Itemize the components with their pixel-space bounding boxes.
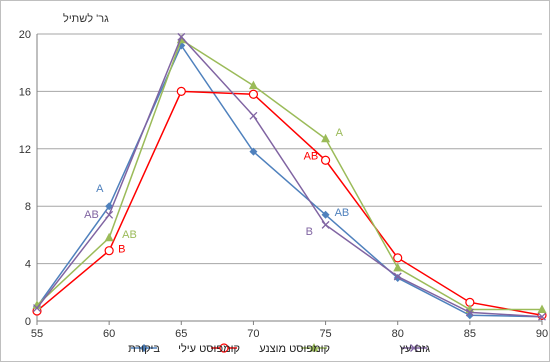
annotation-layer: A AB AB B A AB AB B xyxy=(84,127,349,256)
data-point-series-2 xyxy=(321,133,331,143)
legend: ביקורת קומפוסט עילי קומפוסט מוצנע גזם עץ xyxy=(128,342,430,355)
significance-label: A xyxy=(96,183,104,195)
data-point-series-2 xyxy=(393,262,403,272)
y-tick-label: 4 xyxy=(25,259,31,271)
y-tick-label: 0 xyxy=(25,316,31,328)
legend-label: גזם עץ xyxy=(400,343,431,355)
marker-stroke xyxy=(410,344,418,352)
marker-stroke xyxy=(177,32,186,41)
x-tick-label: 65 xyxy=(175,328,187,340)
marker-stroke xyxy=(321,220,330,229)
data-point-series-3 xyxy=(249,111,258,120)
significance-label: B xyxy=(118,244,125,256)
x-tick-label: 70 xyxy=(247,328,259,340)
legend-marker xyxy=(219,343,229,353)
grid-layer xyxy=(37,33,542,322)
data-point-series-1 xyxy=(176,86,186,97)
marker-stroke xyxy=(465,308,474,317)
data-point-series-3 xyxy=(465,308,474,317)
legend-label: קומפוסט מוצנע xyxy=(259,343,330,355)
significance-label: AB xyxy=(84,209,99,221)
marker-stroke xyxy=(393,272,402,281)
data-point-series-2 xyxy=(248,80,258,90)
legend-label: ביקורת xyxy=(128,343,160,355)
legend-marker xyxy=(410,344,418,352)
series-line-2 xyxy=(36,38,542,311)
marker-stroke xyxy=(538,312,546,321)
data-point-series-1 xyxy=(104,246,114,256)
legend-item: ביקורת xyxy=(128,343,160,355)
significance-label: AB xyxy=(304,150,319,162)
significance-label: AB xyxy=(122,229,137,241)
x-tick-label: 75 xyxy=(319,328,331,340)
significance-label: AB xyxy=(335,207,350,219)
y-tick-label: 20 xyxy=(19,29,31,41)
legend-item: קומפוסט מוצנע xyxy=(259,343,330,355)
y-tick-label: 16 xyxy=(19,86,31,98)
y-tick-label: 12 xyxy=(19,144,31,156)
legend-marker xyxy=(140,344,148,352)
data-point-series-1 xyxy=(320,155,331,165)
series-line-1 xyxy=(36,90,543,316)
data-point-series-3 xyxy=(177,32,186,41)
significance-label: A xyxy=(336,127,344,139)
legend-marker xyxy=(309,343,319,352)
data-point-series-0 xyxy=(321,210,330,219)
y-axis-label: גר' לשתיל xyxy=(63,12,109,25)
series-layer xyxy=(32,32,547,321)
series-line-3 xyxy=(36,35,543,318)
x-tick-label: 90 xyxy=(536,328,548,340)
series-line-0 xyxy=(36,43,543,318)
y-tick-label: 8 xyxy=(25,201,31,213)
x-tick-label: 55 xyxy=(31,328,43,340)
x-tick-label: 60 xyxy=(103,328,115,340)
marker-stroke xyxy=(33,304,41,313)
legend-label: קומפוסט עילי xyxy=(178,342,240,355)
x-tick-label: 80 xyxy=(392,328,404,340)
legend-item: קומפוסט עילי xyxy=(178,342,240,355)
legend-item: גזם עץ xyxy=(400,343,431,355)
data-point-series-3 xyxy=(538,312,546,321)
data-point-series-1 xyxy=(248,89,259,99)
data-point-series-2 xyxy=(537,304,547,314)
data-point-series-1 xyxy=(393,253,403,263)
data-point-series-3 xyxy=(105,210,114,219)
data-point-series-3 xyxy=(33,304,41,313)
significance-label: B xyxy=(306,226,313,238)
data-point-series-0 xyxy=(249,147,258,156)
data-point-series-3 xyxy=(393,272,402,281)
data-point-series-3 xyxy=(321,220,330,229)
data-point-series-2 xyxy=(104,232,114,242)
x-tick-label: 85 xyxy=(464,328,476,340)
marker-stroke xyxy=(105,210,114,219)
axis-layer: 0 4 8 12 16 20 55 60 65 70 75 80 85 90 xyxy=(19,29,548,340)
marker-stroke xyxy=(249,111,258,120)
